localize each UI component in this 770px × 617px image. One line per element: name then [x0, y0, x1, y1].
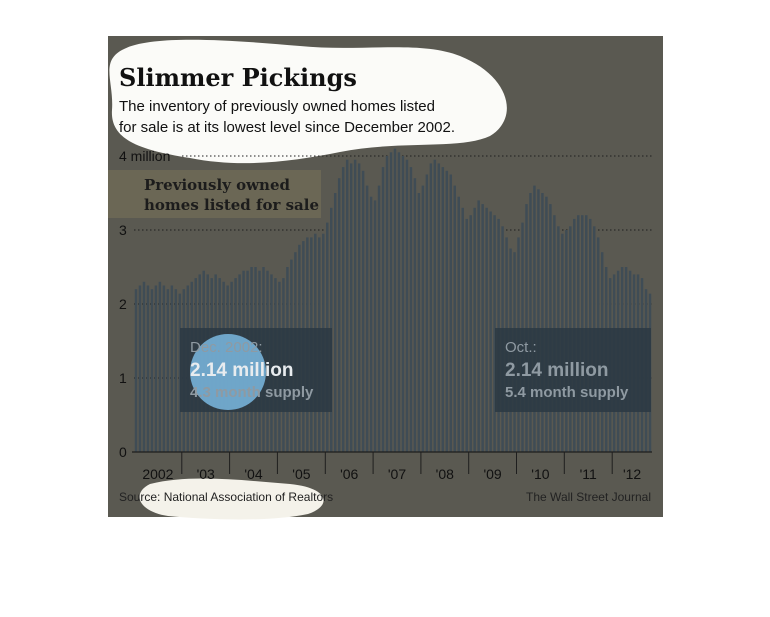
bar-74	[430, 163, 432, 452]
bar-75	[434, 160, 436, 452]
callout-right-supply: 5.4 month supply	[505, 384, 629, 401]
bar-54	[350, 163, 352, 452]
bar-82	[462, 208, 464, 452]
bar-51	[338, 178, 340, 452]
y-tick-label-1: 1	[119, 370, 127, 386]
bar-76	[438, 163, 440, 452]
callout-left-supply: 4.3 month supply	[190, 384, 314, 401]
bar-87	[481, 204, 483, 452]
bar-67	[402, 156, 404, 452]
bar-86	[477, 200, 479, 452]
bar-2	[143, 282, 145, 452]
bar-78	[446, 171, 448, 452]
bar-60	[374, 200, 376, 452]
bar-84	[469, 215, 471, 452]
x-tick-label-6: '08	[436, 466, 454, 482]
bar-4	[151, 289, 153, 452]
bar-103	[545, 197, 547, 452]
bar-101	[537, 189, 539, 452]
bar-5	[155, 286, 157, 453]
bar-58	[366, 186, 368, 452]
bar-1	[139, 286, 141, 453]
bar-9	[171, 286, 173, 453]
bar-53	[346, 160, 348, 452]
bar-57	[362, 171, 364, 452]
bar-55	[354, 160, 356, 452]
callout-right-date: Oct.:	[505, 339, 537, 356]
bar-85	[473, 208, 475, 452]
bar-10	[175, 289, 177, 452]
bar-7	[163, 286, 165, 453]
bar-83	[465, 219, 467, 452]
legend-label-line-2: homes listed for sale	[144, 196, 319, 214]
x-tick-label-1: '03	[197, 466, 215, 482]
x-tick-label-0: 2002	[142, 466, 173, 482]
x-tick-label-9: '11	[580, 466, 597, 482]
chart-title: Slimmer Pickings	[119, 63, 357, 92]
x-tick-label-3: '05	[292, 466, 310, 482]
bar-100	[533, 186, 535, 452]
callout-right-value: 2.14 million	[505, 360, 608, 381]
bar-63	[386, 156, 388, 452]
bar-102	[541, 193, 543, 452]
bar-73	[426, 175, 428, 453]
bar-70	[414, 178, 416, 452]
bar-88	[485, 208, 487, 452]
callout-left-date: Dec. 2002:	[190, 339, 263, 356]
bar-61	[378, 186, 380, 452]
y-tick-label-2: 2	[119, 296, 127, 312]
bar-79	[450, 175, 452, 453]
y-tick-label-3: 3	[119, 222, 127, 238]
x-tick-label-2: '04	[244, 466, 262, 482]
bar-8	[167, 289, 169, 452]
bar-50	[334, 193, 336, 452]
x-tick-label-8: '10	[531, 466, 549, 482]
callout-left-value: 2.14 million	[190, 360, 293, 381]
credit-note: The Wall Street Journal	[526, 490, 651, 504]
chart-subtitle-line-1: The inventory of previously owned homes …	[119, 98, 435, 115]
bar-77	[442, 167, 444, 452]
bar-59	[370, 197, 372, 452]
bar-62	[382, 167, 384, 452]
x-tick-label-10: '12	[623, 466, 641, 482]
bar-80	[454, 186, 456, 452]
bar-68	[406, 160, 408, 452]
bar-65	[394, 149, 396, 452]
bar-72	[422, 186, 424, 452]
y-tick-label-4: 4 million	[119, 148, 170, 164]
bar-52	[342, 167, 344, 452]
bar-71	[418, 193, 420, 452]
x-tick-label-7: '09	[483, 466, 501, 482]
chart-subtitle-line-2: for sale is at its lowest level since De…	[119, 119, 455, 136]
bar-66	[398, 152, 400, 452]
bar-81	[458, 197, 460, 452]
x-tick-label-5: '07	[388, 466, 406, 482]
bar-89	[489, 212, 491, 453]
y-tick-label-0: 0	[119, 444, 127, 460]
legend-label-line-1: Previously owned	[144, 176, 290, 194]
x-tick-label-4: '06	[340, 466, 358, 482]
bar-69	[410, 167, 412, 452]
bar-3	[147, 286, 149, 453]
bar-99	[529, 193, 531, 452]
bar-56	[358, 163, 360, 452]
source-note: Source: National Association of Realtors	[119, 490, 333, 504]
bar-64	[390, 152, 392, 452]
bar-0	[135, 289, 137, 452]
bar-6	[159, 282, 161, 452]
